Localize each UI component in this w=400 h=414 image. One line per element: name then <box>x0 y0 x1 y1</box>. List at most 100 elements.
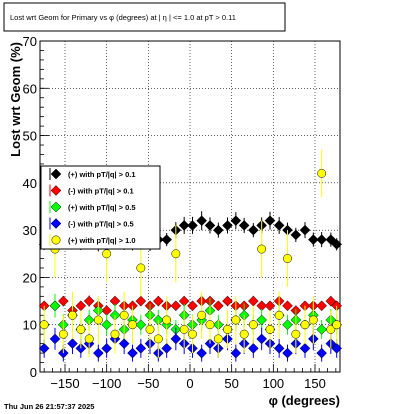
data-point <box>76 324 86 334</box>
legend-marker <box>50 168 62 180</box>
data-point <box>326 324 336 334</box>
data-point <box>49 300 61 312</box>
data-point <box>316 300 328 312</box>
title-box <box>3 2 286 32</box>
data-point <box>257 244 267 254</box>
data-point <box>49 333 61 345</box>
legend-label: (+) with pT/|q| > 1.0 <box>68 236 136 245</box>
legend-label: (-) with pT/|q| > 0.1 <box>68 187 134 196</box>
data-point <box>282 300 293 312</box>
data-point <box>317 168 327 178</box>
data-point <box>256 333 268 345</box>
data-point <box>187 220 198 231</box>
data-point <box>179 324 189 334</box>
data-point <box>223 324 232 334</box>
legend-entry: (+) with pT/|q| > 1.0 <box>49 234 136 246</box>
data-point <box>93 315 103 325</box>
data-point <box>247 224 259 236</box>
data-point <box>212 224 224 236</box>
data-point <box>231 315 241 325</box>
data-point <box>162 315 172 325</box>
legend-entry: (+) with pT/|q| > 0.5 <box>49 201 136 213</box>
data-point <box>92 347 104 359</box>
data-point <box>264 215 276 227</box>
data-point <box>83 295 95 307</box>
data-point <box>307 234 319 245</box>
x-tick-label: 0 <box>186 376 193 391</box>
legend-entry: (+) with pT/|q| > 0.1 <box>49 168 136 180</box>
data-point <box>145 324 155 334</box>
x-tick-label: 150 <box>304 376 326 391</box>
data-point <box>153 334 163 344</box>
data-point <box>57 295 69 307</box>
x-tick-label: −150 <box>50 376 79 391</box>
data-point <box>102 249 112 259</box>
legend-label: (+) with pT/|q| > 0.5 <box>68 203 136 212</box>
y-tick-label: 70 <box>23 34 37 49</box>
axis-ticks: −150 −100 −50 0 50 100 150 0 10 20 30 40 50 60 70 <box>23 34 337 391</box>
data-point <box>282 319 293 331</box>
data-point <box>230 215 242 227</box>
data-point <box>197 310 207 320</box>
data-point <box>58 329 68 339</box>
y-tick-label: 10 <box>23 318 37 333</box>
x-axis-label: φ (degrees) <box>269 393 340 408</box>
data-point <box>101 343 113 354</box>
data-point <box>325 295 337 307</box>
data-point <box>290 229 302 241</box>
data-point <box>196 215 208 227</box>
data-point <box>135 295 147 307</box>
y-tick-label: 50 <box>23 129 37 144</box>
legend: (+) with pT/|q| > 0.1 (-) with pT/|q| > 0… <box>40 165 161 250</box>
data-point <box>222 295 233 307</box>
data-point <box>38 343 50 354</box>
data-point <box>128 320 137 330</box>
legend-label: (-) with pT/|q| > 0.5 <box>68 220 134 229</box>
data-point <box>316 234 328 245</box>
data-point <box>230 347 242 359</box>
data-point <box>222 220 233 231</box>
data-point <box>256 314 268 326</box>
data-point <box>291 329 301 339</box>
data-point <box>331 238 343 250</box>
data-point <box>171 249 181 259</box>
data-point <box>84 334 94 344</box>
data-point <box>316 347 328 359</box>
data-point <box>135 343 147 354</box>
data-point <box>178 220 190 231</box>
series-group <box>38 295 343 316</box>
legend-marker <box>50 185 62 196</box>
timestamp: Thu Jun 26 21:57:37 2025 <box>4 402 94 411</box>
data-point <box>127 347 138 359</box>
data-point <box>170 300 182 312</box>
legend-entry: (-) with pT/|q| > 0.5 <box>49 217 134 230</box>
data-point <box>299 343 311 354</box>
data-point <box>248 320 258 330</box>
data-point <box>67 338 78 349</box>
data-point <box>282 347 293 359</box>
data-point <box>300 320 310 330</box>
data-point <box>274 310 284 320</box>
legend-label: (+) with pT/|q| > 0.1 <box>68 170 136 179</box>
data-point <box>118 338 130 349</box>
legend-marker <box>50 201 62 213</box>
data-point <box>161 234 173 245</box>
data-point <box>308 315 318 325</box>
x-tick-label: 50 <box>224 376 238 391</box>
data-point <box>325 234 337 245</box>
data-point <box>170 333 182 345</box>
data-point <box>188 329 197 339</box>
data-point <box>204 220 216 231</box>
data-point <box>332 320 342 330</box>
data-point <box>331 343 343 354</box>
y-tick-label: 20 <box>23 270 37 285</box>
x-tick-label: 100 <box>262 376 284 391</box>
data-point <box>187 300 198 312</box>
series-group <box>39 149 342 358</box>
data-point <box>273 343 285 354</box>
data-point <box>152 295 164 307</box>
data-point <box>273 220 285 231</box>
y-tick-label: 40 <box>23 176 37 191</box>
data-point <box>316 324 328 335</box>
y-tick-label: 0 <box>30 365 37 380</box>
